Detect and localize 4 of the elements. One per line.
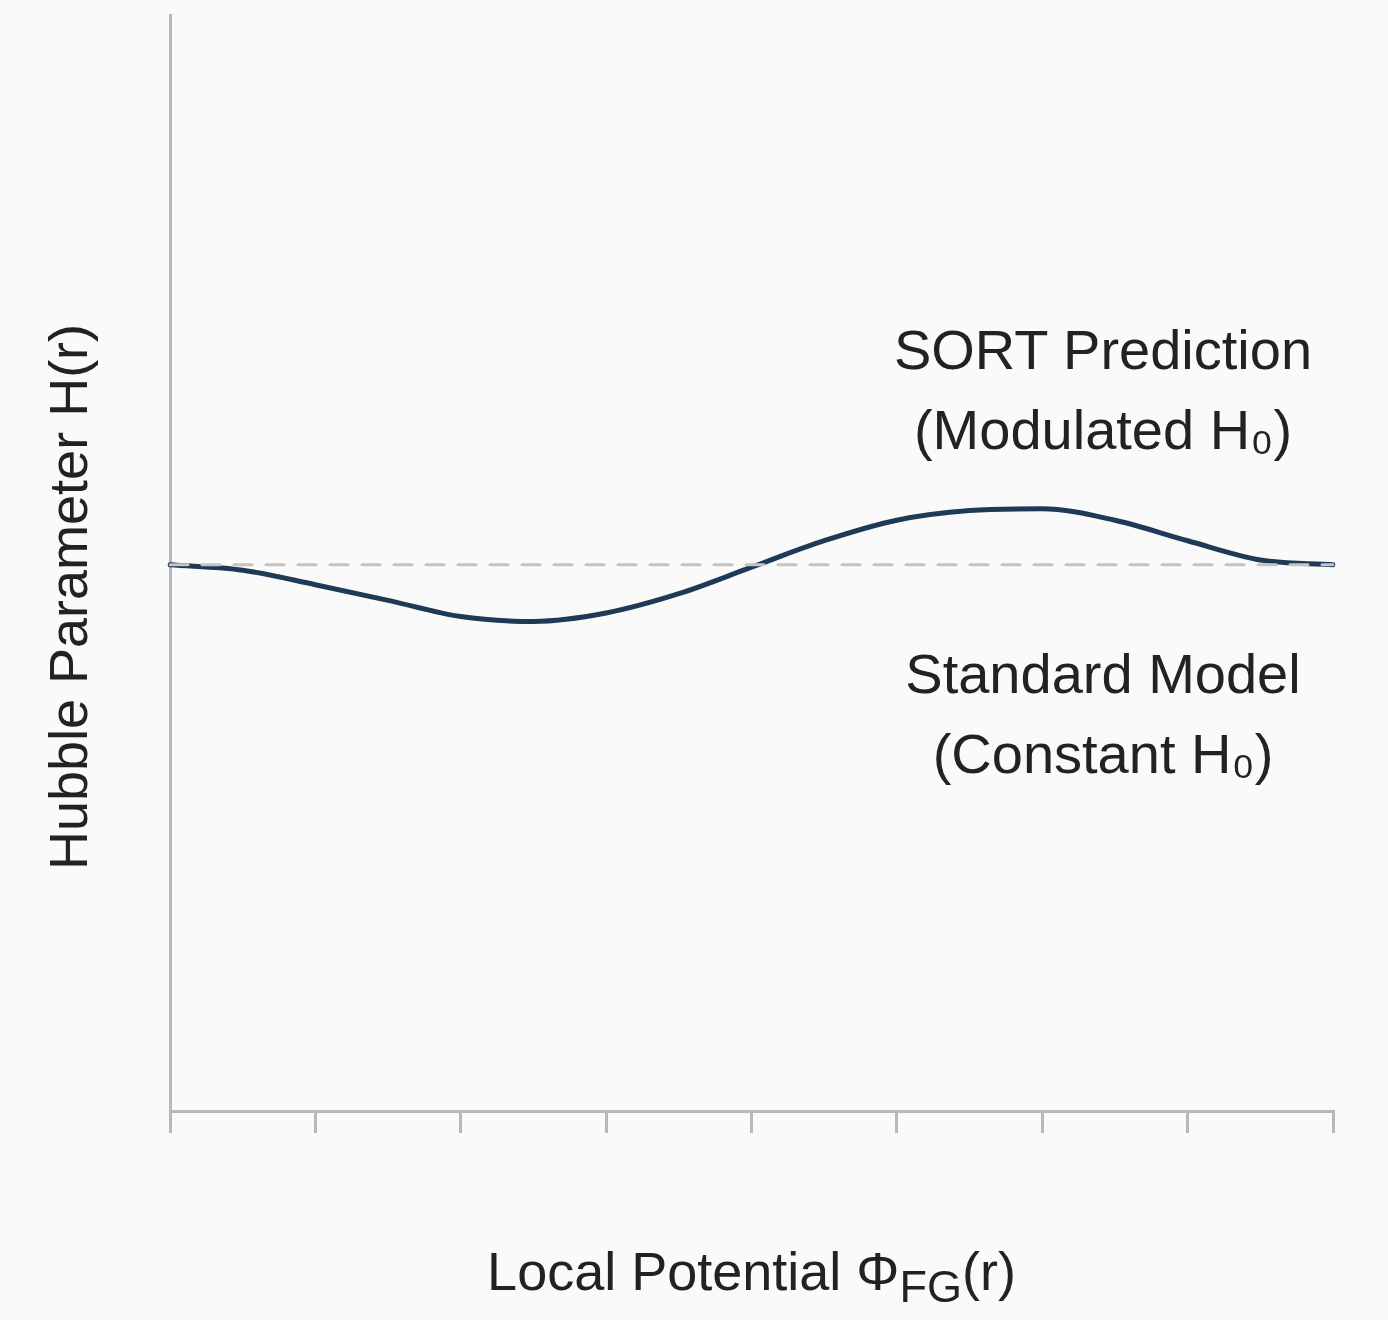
series-label: SORT Prediction (Modulated H₀) bbox=[893, 317, 1313, 461]
series-label: Standard Model (Constant H₀) bbox=[905, 641, 1301, 785]
x-axis-title: Local Potential Φ$_{FG}$(r) bbox=[486, 1240, 1017, 1313]
y-axis-title: Hubble Parameter H(r) bbox=[37, 323, 99, 871]
